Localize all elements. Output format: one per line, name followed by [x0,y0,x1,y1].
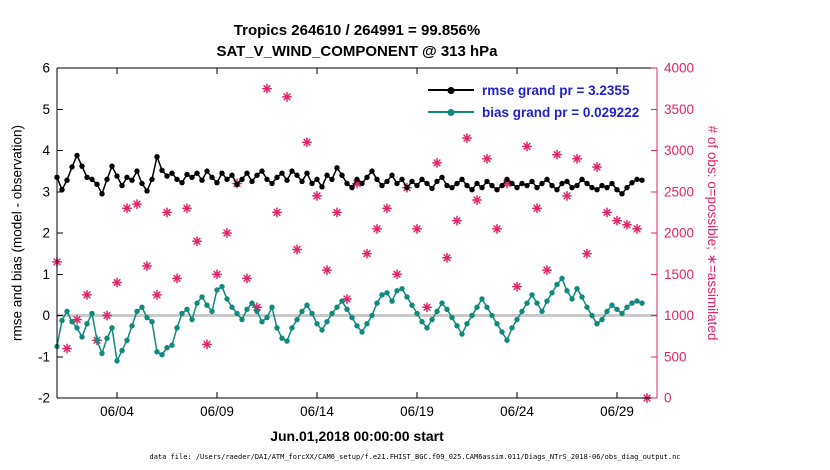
svg-text:06/29: 06/29 [600,404,634,419]
x-axis-label: Jun.01,2018 00:00:00 start [270,428,444,444]
legend-label-rmse: rmse grand pr = 3.2355 [482,82,630,98]
bias-series [54,275,645,364]
svg-text:1500: 1500 [664,267,694,282]
svg-text:-2: -2 [38,391,50,406]
svg-text:4: 4 [42,143,50,158]
rmse-series [54,152,645,197]
legend: rmse grand pr = 3.2355 bias grand pr = 0… [428,79,639,123]
legend-row-bias: bias grand pr = 0.029222 [428,101,639,123]
svg-text:4000: 4000 [664,61,694,76]
svg-text:500: 500 [664,349,687,364]
svg-text:06/24: 06/24 [500,404,534,419]
data-file-caption: data file: /Users/raeder/DAI/ATM_forcXX/… [149,453,681,461]
chart-title-line1: Tropics 264610 / 264991 = 99.856% [233,22,481,39]
rmse-dot-icon [447,86,455,94]
svg-text:06/04: 06/04 [100,404,134,419]
rmse-line-sample-icon [428,86,474,94]
legend-label-bias: bias grand pr = 0.029222 [482,104,640,120]
svg-text:2000: 2000 [664,226,694,241]
svg-text:06/19: 06/19 [400,404,434,419]
chart-title-line2: SAT_V_WIND_COMPONENT @ 313 hPa [216,43,498,60]
axis-ticks [57,67,657,399]
svg-text:-1: -1 [38,349,50,364]
legend-row-rmse: rmse grand pr = 3.2355 [428,79,639,101]
svg-text:3: 3 [42,184,50,199]
svg-text:6: 6 [42,61,50,76]
obs-series [52,83,652,403]
svg-text:2: 2 [42,226,50,241]
svg-text:5: 5 [42,102,50,117]
svg-text:0: 0 [42,308,50,323]
svg-text:2500: 2500 [664,184,694,199]
svg-text:06/09: 06/09 [200,404,234,419]
svg-text:0: 0 [664,391,672,406]
bias-dot-icon [447,108,455,116]
svg-text:3000: 3000 [664,143,694,158]
bias-line-sample-icon [428,108,474,116]
y-axis-label-left: rmse and bias (model - observation) [9,124,25,342]
svg-text:3500: 3500 [664,102,694,117]
y-axis-label-right: # of obs: o=possible; ∗=assimilated [705,125,720,341]
svg-text:1: 1 [42,267,50,282]
svg-text:1000: 1000 [664,308,694,323]
svg-text:06/14: 06/14 [300,404,334,419]
